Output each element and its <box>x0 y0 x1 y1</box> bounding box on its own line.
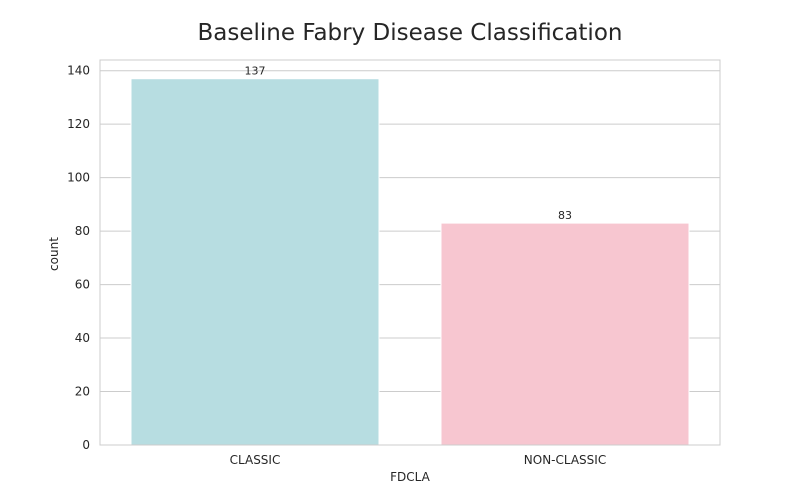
bars <box>130 78 690 446</box>
y-tick-label: 0 <box>82 438 90 452</box>
chart-title: Baseline Fabry Disease Classification <box>198 20 623 46</box>
y-tick-label: 20 <box>75 385 90 399</box>
bar-value-label: 137 <box>245 65 266 78</box>
y-tick-label: 40 <box>75 331 90 345</box>
y-tick-label: 120 <box>67 117 90 131</box>
bar-value-label: 83 <box>558 209 572 222</box>
y-tick-label: 140 <box>67 64 90 78</box>
x-axis-ticks: CLASSIC NON-CLASSIC <box>230 453 607 467</box>
x-tick-label: CLASSIC <box>230 453 281 467</box>
bar-classic <box>130 78 380 446</box>
y-axis-ticks: 0 20 40 60 80 100 120 140 <box>67 64 90 452</box>
y-tick-label: 80 <box>75 224 90 238</box>
y-tick-label: 60 <box>75 278 90 292</box>
plot-frame <box>99 59 721 446</box>
x-tick-label: NON-CLASSIC <box>524 453 606 467</box>
x-axis-label: FDCLA <box>390 470 430 484</box>
bar-value-labels: 137 83 <box>245 65 573 222</box>
y-tick-label: 100 <box>67 171 90 185</box>
y-axis-label: count <box>47 237 61 271</box>
bar-non-classic <box>440 222 690 446</box>
